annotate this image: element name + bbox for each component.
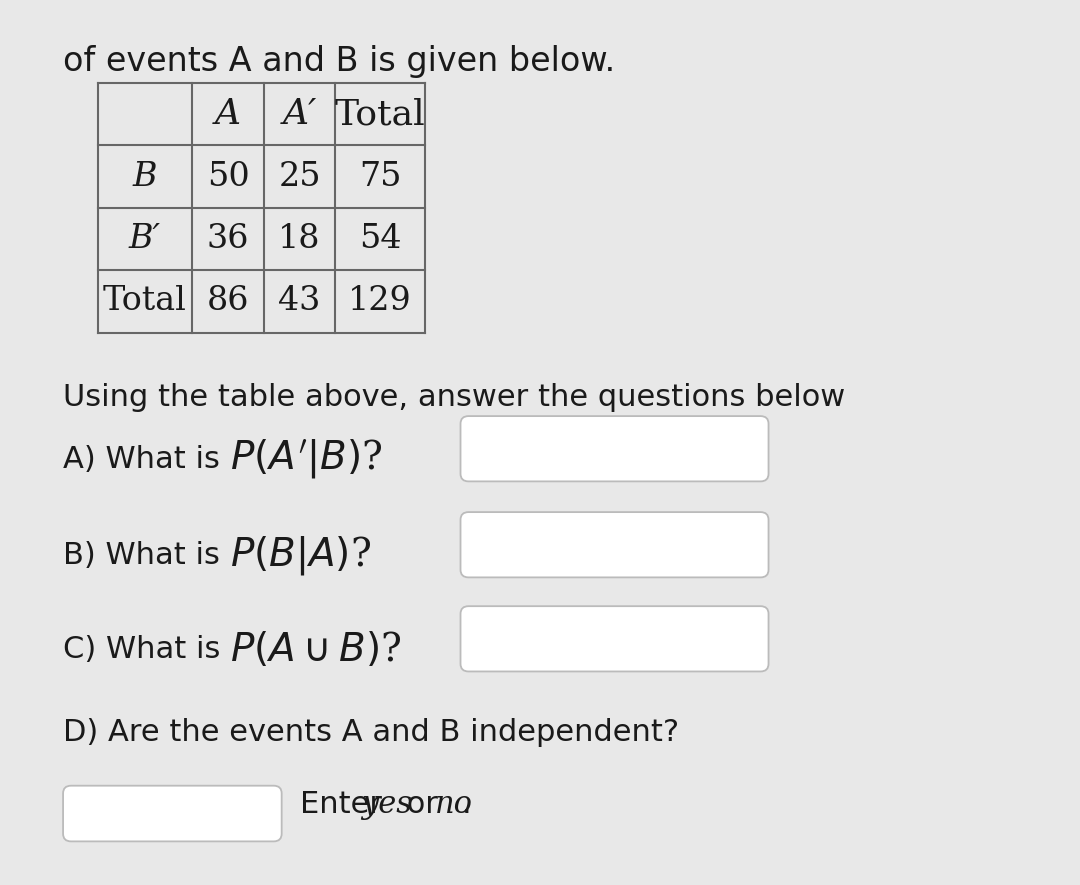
- Text: A) What is: A) What is: [63, 445, 230, 473]
- Text: Total: Total: [103, 285, 187, 318]
- Text: B) What is: B) What is: [63, 541, 230, 570]
- Text: $P(B|A)$?: $P(B|A)$?: [230, 534, 372, 577]
- Text: 36: 36: [206, 223, 249, 255]
- Text: 86: 86: [206, 285, 249, 318]
- Text: D) Are the events A and B independent?: D) Are the events A and B independent?: [63, 719, 679, 748]
- Text: Using the table above, answer the questions below: Using the table above, answer the questi…: [63, 382, 846, 412]
- Text: no: no: [434, 789, 473, 820]
- Text: 54: 54: [359, 223, 402, 255]
- Text: 25: 25: [279, 160, 321, 193]
- Text: or: or: [397, 790, 447, 820]
- Text: 43: 43: [279, 285, 321, 318]
- Text: 75: 75: [359, 160, 402, 193]
- Text: C) What is: C) What is: [63, 635, 230, 664]
- Text: B′: B′: [129, 223, 161, 255]
- Text: A: A: [215, 97, 241, 131]
- Text: 18: 18: [279, 223, 321, 255]
- Text: yes: yes: [361, 789, 413, 820]
- Text: Total: Total: [335, 97, 426, 131]
- FancyBboxPatch shape: [460, 512, 769, 577]
- Text: $P(A'|B)$?: $P(A'|B)$?: [230, 438, 382, 481]
- Text: .: .: [461, 790, 471, 820]
- Text: Enter: Enter: [299, 790, 391, 820]
- Text: B: B: [133, 160, 158, 193]
- FancyBboxPatch shape: [63, 786, 282, 842]
- FancyBboxPatch shape: [460, 606, 769, 672]
- Text: 50: 50: [206, 160, 249, 193]
- Text: of events A and B is given below.: of events A and B is given below.: [63, 44, 616, 78]
- FancyBboxPatch shape: [460, 416, 769, 481]
- Text: $P(A \cup B)$?: $P(A \cup B)$?: [230, 630, 402, 669]
- Text: A′: A′: [282, 97, 316, 131]
- Text: 129: 129: [348, 285, 411, 318]
